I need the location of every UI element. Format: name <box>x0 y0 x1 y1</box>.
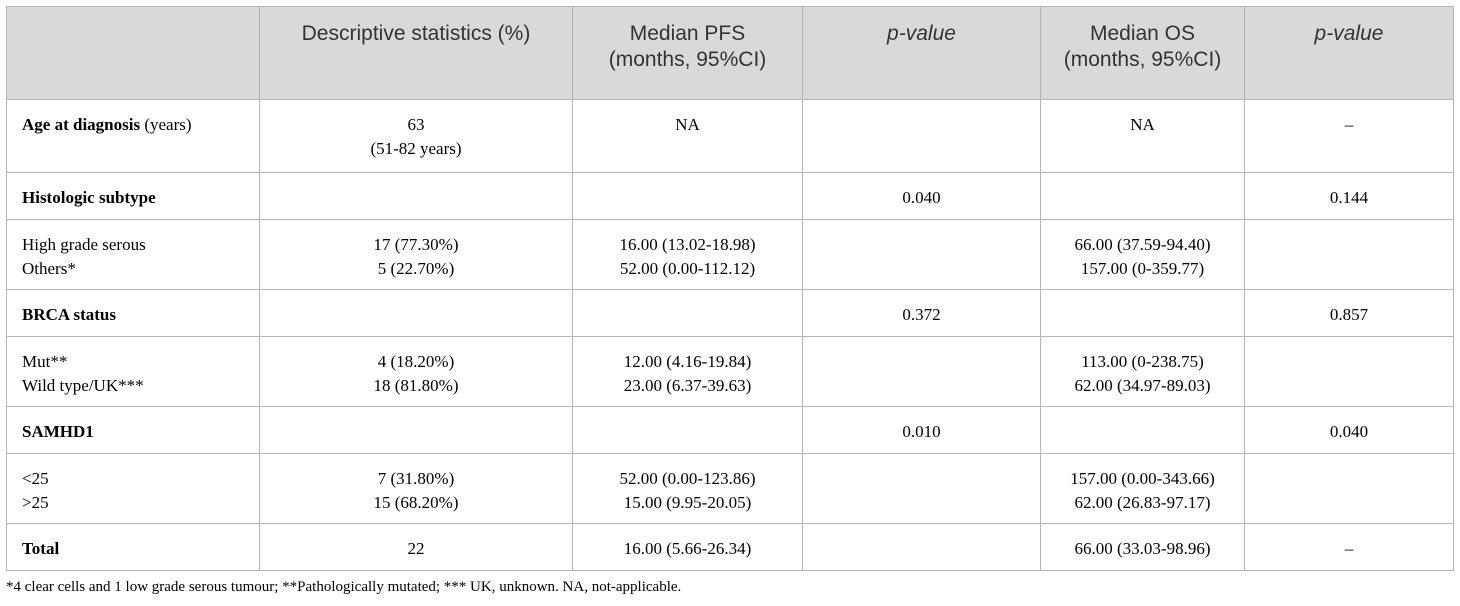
age-median-pfs: NA <box>572 99 803 173</box>
histologic-group-os-p-value <box>1244 219 1454 290</box>
histologic-group-os: 157.00 (0-359.77) <box>1080 259 1205 278</box>
header-median-os-line2: (months, 95%CI) <box>1063 48 1222 71</box>
samhd1-group-median-pfs: 52.00 (0.00-123.86) 15.00 (9.95-20.05) <box>572 453 803 524</box>
header-median-pfs: Median PFS (months, 95%CI) <box>572 6 803 100</box>
brca-pfs-p-value: 0.372 <box>802 289 1041 337</box>
header-row: Descriptive statistics (%) Median PFS (m… <box>6 6 1454 100</box>
brca-group-pfs: 23.00 (6.37-39.63) <box>623 376 752 395</box>
brca-group-pfs: 12.00 (4.16-19.84) <box>623 352 752 371</box>
samhd1-group-pfs: 15.00 (9.95-20.05) <box>623 493 752 512</box>
samhd1-group-os-p-value <box>1244 453 1454 524</box>
table-footnote: *4 clear cells and 1 low grade serous tu… <box>6 579 682 595</box>
header-median-os: Median OS (months, 95%CI) <box>1040 6 1245 100</box>
samhd1-group-descriptive: 7 (31.80%) 15 (68.20%) <box>259 453 573 524</box>
samhd1-group-labels: <25 >25 <box>6 453 260 524</box>
table-row-histologic-groups: High grade serous Others* 17 (77.30%) 5 … <box>6 219 1454 290</box>
header-median-os-line1: Median OS <box>1089 22 1196 45</box>
total-descriptive: 22 <box>259 523 573 571</box>
total-median-pfs: 16.00 (5.66-26.34) <box>572 523 803 571</box>
samhd1-median-os <box>1040 406 1245 454</box>
table-row-histologic-subtype: Histologic subtype 0.040 0.144 <box>6 172 1454 220</box>
age-descriptive-median: 63 <box>407 115 425 134</box>
header-median-pfs-line2: (months, 95%CI) <box>608 48 767 71</box>
brca-group-descriptive: 4 (18.20%) 18 (81.80%) <box>259 336 573 407</box>
histologic-group-median-pfs: 16.00 (13.02-18.98) 52.00 (0.00-112.12) <box>572 219 803 290</box>
header-median-pfs-line1: Median PFS <box>629 22 746 45</box>
histologic-group-labels: High grade serous Others* <box>6 219 260 290</box>
brca-group-pfs-p-value <box>802 336 1041 407</box>
histologic-group-median-os: 66.00 (37.59-94.40) 157.00 (0-359.77) <box>1040 219 1245 290</box>
samhd1-group-os: 62.00 (26.83-97.17) <box>1074 493 1211 512</box>
age-descriptive-range: (51-82 years) <box>370 139 462 158</box>
histologic-pfs-p-value: 0.040 <box>802 172 1041 220</box>
histologic-median-os <box>1040 172 1245 220</box>
header-descriptive-statistics: Descriptive statistics (%) <box>259 6 573 100</box>
brca-label: BRCA status <box>6 289 260 337</box>
samhd1-group-os: 157.00 (0.00-343.66) <box>1070 469 1215 488</box>
samhd1-group-median-os: 157.00 (0.00-343.66) 62.00 (26.83-97.17) <box>1040 453 1245 524</box>
histologic-group-pfs-p-value <box>802 219 1041 290</box>
histologic-group-label: Others* <box>22 259 76 278</box>
age-median-os: NA <box>1040 99 1245 173</box>
age-label: Age at diagnosis (years) <box>6 99 260 173</box>
brca-group-label: Wild type/UK*** <box>22 376 144 395</box>
brca-group-label: Mut** <box>22 352 68 371</box>
samhd1-group-count: 15 (68.20%) <box>373 493 459 512</box>
histologic-label: Histologic subtype <box>6 172 260 220</box>
total-os-p-value: – <box>1244 523 1454 571</box>
age-os-p-value: – <box>1244 99 1454 173</box>
table-row-age: Age at diagnosis (years) 63 (51-82 years… <box>6 99 1454 173</box>
table-row-samhd1-groups: <25 >25 7 (31.80%) 15 (68.20%) 52.00 (0.… <box>6 453 1454 524</box>
histologic-median-pfs <box>572 172 803 220</box>
histologic-group-pfs: 52.00 (0.00-112.12) <box>619 259 756 278</box>
brca-group-median-os: 113.00 (0-238.75) 62.00 (34.97-89.03) <box>1040 336 1245 407</box>
brca-group-count: 4 (18.20%) <box>377 352 455 371</box>
brca-os-p-value: 0.857 <box>1244 289 1454 337</box>
histologic-group-descriptive: 17 (77.30%) 5 (22.70%) <box>259 219 573 290</box>
brca-descriptive <box>259 289 573 337</box>
samhd1-descriptive <box>259 406 573 454</box>
table-row-total: Total 22 16.00 (5.66-26.34) 66.00 (33.03… <box>6 523 1454 571</box>
histologic-group-pfs: 16.00 (13.02-18.98) <box>619 235 756 254</box>
brca-group-labels: Mut** Wild type/UK*** <box>6 336 260 407</box>
samhd1-label: SAMHD1 <box>6 406 260 454</box>
table-row-brca-groups: Mut** Wild type/UK*** 4 (18.20%) 18 (81.… <box>6 336 1454 407</box>
samhd1-group-label: <25 <box>22 469 49 488</box>
total-pfs-p-value <box>802 523 1041 571</box>
total-label: Total <box>6 523 260 571</box>
histologic-descriptive <box>259 172 573 220</box>
header-pfs-p-value: p-value <box>802 6 1041 100</box>
age-pfs-p-value <box>802 99 1041 173</box>
table-row-brca-status: BRCA status 0.372 0.857 <box>6 289 1454 337</box>
samhd1-group-count: 7 (31.80%) <box>377 469 455 488</box>
results-table: Descriptive statistics (%) Median PFS (m… <box>6 6 1454 571</box>
histologic-group-os: 66.00 (37.59-94.40) <box>1074 235 1211 254</box>
histologic-group-count: 17 (77.30%) <box>373 235 459 254</box>
age-label-bold: Age at diagnosis <box>22 115 141 134</box>
samhd1-group-pfs: 52.00 (0.00-123.86) <box>619 469 756 488</box>
age-label-unit: (years) <box>140 115 192 134</box>
brca-group-count: 18 (81.80%) <box>373 376 459 395</box>
histologic-group-count: 5 (22.70%) <box>377 259 455 278</box>
header-os-p-value: p-value <box>1244 6 1454 100</box>
samhd1-group-label: >25 <box>22 493 49 512</box>
age-descriptive: 63 (51-82 years) <box>259 99 573 173</box>
samhd1-group-pfs-p-value <box>802 453 1041 524</box>
brca-median-os <box>1040 289 1245 337</box>
brca-median-pfs <box>572 289 803 337</box>
table-row-samhd1: SAMHD1 0.010 0.040 <box>6 406 1454 454</box>
samhd1-os-p-value: 0.040 <box>1244 406 1454 454</box>
histologic-group-label: High grade serous <box>22 235 146 254</box>
header-empty <box>6 6 260 100</box>
brca-group-os: 62.00 (34.97-89.03) <box>1074 376 1211 395</box>
brca-group-os: 113.00 (0-238.75) <box>1081 352 1204 371</box>
samhd1-median-pfs <box>572 406 803 454</box>
total-median-os: 66.00 (33.03-98.96) <box>1040 523 1245 571</box>
samhd1-pfs-p-value: 0.010 <box>802 406 1041 454</box>
brca-group-os-p-value <box>1244 336 1454 407</box>
brca-group-median-pfs: 12.00 (4.16-19.84) 23.00 (6.37-39.63) <box>572 336 803 407</box>
histologic-os-p-value: 0.144 <box>1244 172 1454 220</box>
